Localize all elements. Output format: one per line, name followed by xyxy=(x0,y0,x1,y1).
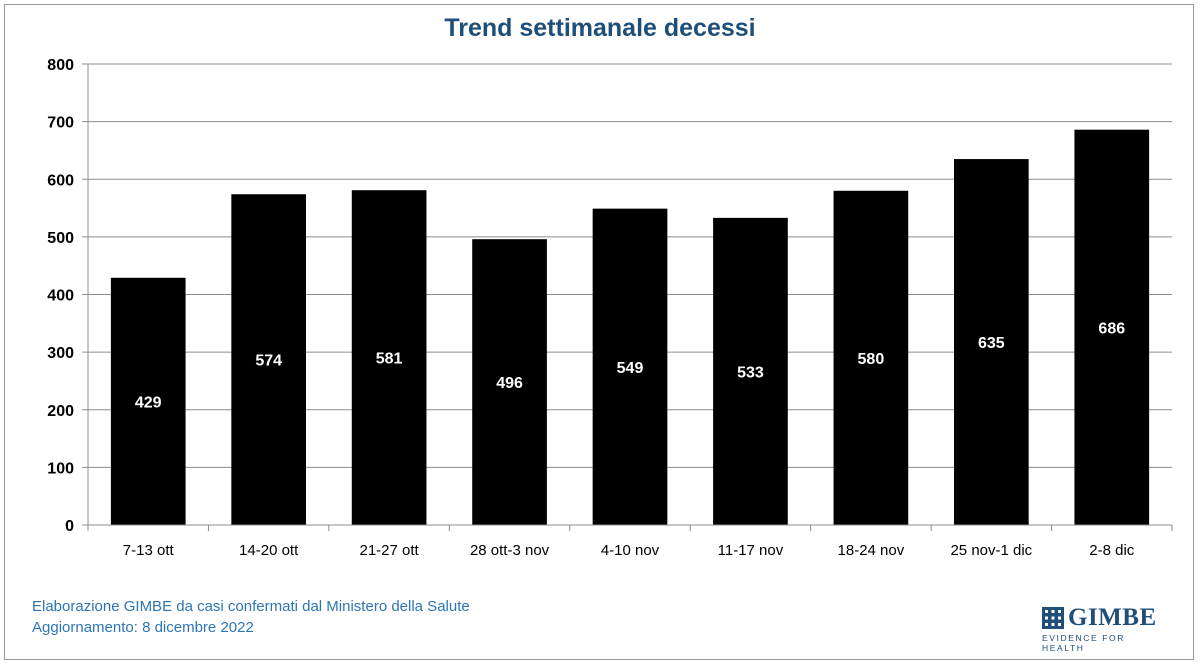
bar xyxy=(231,194,307,526)
y-tick-label: 300 xyxy=(47,345,74,362)
update-line: Aggiornamento: 8 dicembre 2022 xyxy=(32,619,254,636)
bar xyxy=(472,239,547,525)
bars xyxy=(110,129,1150,526)
y-tick-label: 800 xyxy=(47,57,74,74)
x-tick-label: 21-27 ott xyxy=(360,542,420,559)
logo-wordmark: GIMBE xyxy=(1068,604,1157,631)
bar-value-label: 581 xyxy=(376,351,403,368)
y-tick-label: 0 xyxy=(65,518,74,535)
x-tick-label: 4-10 nov xyxy=(601,542,660,559)
gimbe-logo: GIMBE EVIDENCE FOR HEALTH xyxy=(1042,604,1160,653)
source-line: Elaborazione GIMBE da casi confermati da… xyxy=(32,598,470,615)
axes xyxy=(87,64,1172,526)
source-note: Elaborazione GIMBE da casi confermati da… xyxy=(32,596,470,638)
y-tick-label: 500 xyxy=(47,230,74,247)
data-labels: 429 574 581 496 549 533 580 635 686 xyxy=(135,320,1125,411)
bar-value-label: 496 xyxy=(496,375,523,392)
x-tick-label: 18-24 nov xyxy=(838,542,905,559)
x-tick-label: 11-17 nov xyxy=(718,542,784,559)
bar-value-label: 549 xyxy=(617,360,644,377)
bar-value-label: 635 xyxy=(978,335,1005,352)
y-tick-label: 600 xyxy=(47,172,74,189)
x-tick-label: 28 ott-3 nov xyxy=(470,542,550,559)
x-tick-label: 7-13 ott xyxy=(123,542,175,559)
bar-value-label: 580 xyxy=(858,351,885,368)
x-axis-ticks: 7-13 ott 14-20 ott 21-27 ott 28 ott-3 nov 4-… xyxy=(87,525,1173,559)
x-tick-label: 14-20 ott xyxy=(239,542,299,559)
y-tick-label: 700 xyxy=(47,115,74,132)
bar xyxy=(953,159,1029,526)
bar-value-label: 429 xyxy=(135,394,162,411)
y-tick-label: 400 xyxy=(47,288,74,305)
bar xyxy=(110,277,186,525)
y-axis-ticks: 0 100 200 300 400 500 600 700 800 xyxy=(47,57,88,535)
bar xyxy=(713,217,788,525)
bar-value-label: 574 xyxy=(255,353,282,370)
x-tick-label: 2-8 dic xyxy=(1089,542,1135,559)
logo-grid-icon xyxy=(1042,607,1064,629)
bar-value-label: 533 xyxy=(737,364,764,381)
bar xyxy=(351,190,427,526)
y-tick-label: 100 xyxy=(47,460,74,477)
y-tick-label: 200 xyxy=(47,403,74,420)
bar-value-label: 686 xyxy=(1098,320,1125,337)
bar xyxy=(1074,129,1150,525)
bar xyxy=(592,208,668,526)
bar xyxy=(833,190,909,525)
logo-tagline: EVIDENCE FOR HEALTH xyxy=(1042,633,1125,653)
x-tick-label: 25 nov-1 dic xyxy=(950,542,1032,559)
chart-title: Trend settimanale decessi xyxy=(444,14,756,42)
